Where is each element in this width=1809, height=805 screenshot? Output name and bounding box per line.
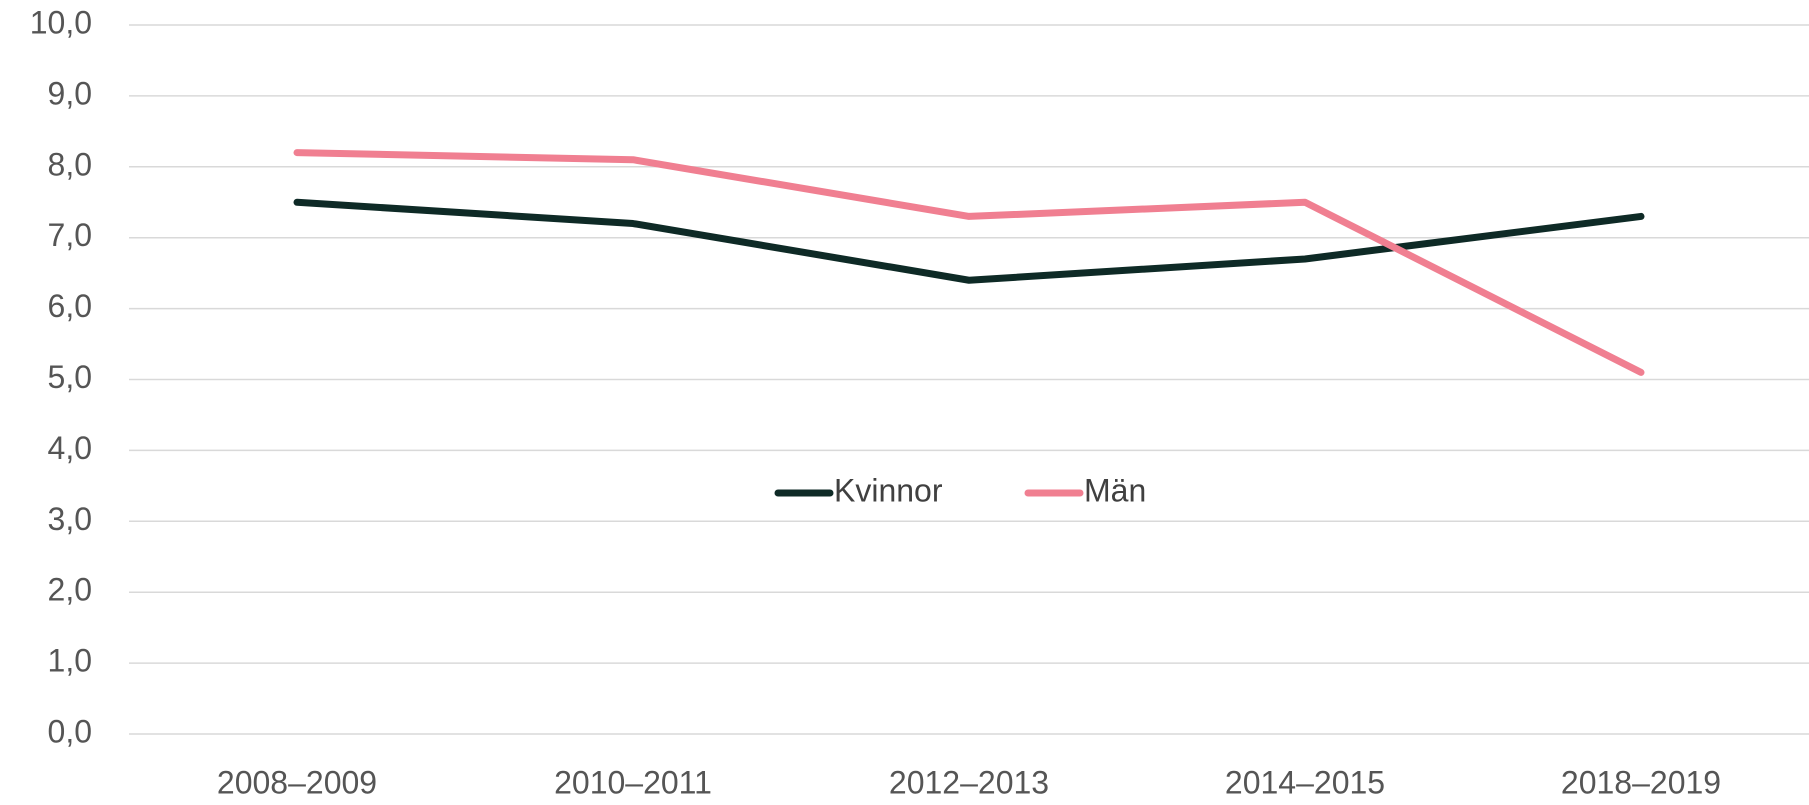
line-series [293, 198, 1645, 284]
y-tick-label: 2,0 [48, 572, 92, 608]
x-tick-label: 2010–2011 [554, 764, 712, 800]
y-tick-label: 10,0 [30, 4, 92, 40]
legend-label: Män [1084, 472, 1146, 508]
y-tick-label: 8,0 [48, 146, 92, 182]
y-tick-label: 0,0 [48, 713, 92, 749]
line-series [293, 149, 1645, 376]
y-tick-label: 5,0 [48, 359, 92, 395]
y-tick-label: 4,0 [48, 430, 92, 466]
y-tick-label: 3,0 [48, 501, 92, 537]
y-tick-label: 9,0 [48, 75, 92, 111]
legend-label: Kvinnor [834, 472, 943, 508]
x-tick-label: 2012–2013 [889, 764, 1049, 800]
x-tick-label: 2018–2019 [1561, 764, 1721, 800]
y-tick-label: 7,0 [48, 217, 92, 253]
x-tick-label: 2014–2015 [1225, 764, 1385, 800]
y-tick-label: 6,0 [48, 288, 92, 324]
x-tick-label: 2008–2009 [217, 764, 377, 800]
y-tick-label: 1,0 [48, 643, 92, 679]
